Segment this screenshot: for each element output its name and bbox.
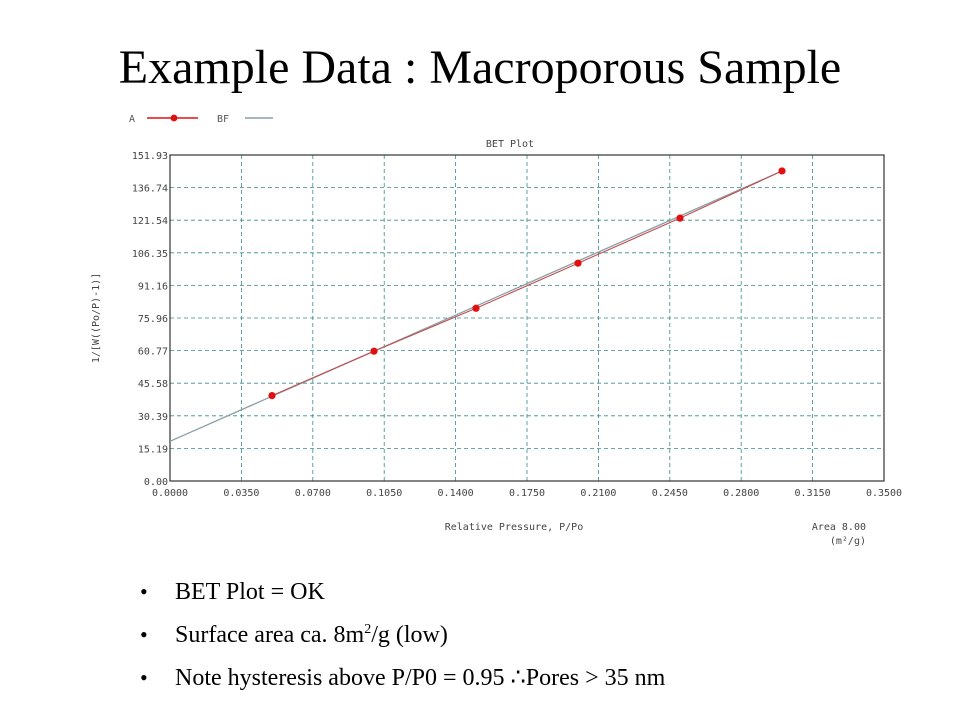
y-tick-label: 75.96 bbox=[138, 314, 168, 325]
data-point bbox=[676, 214, 684, 222]
y-tick-label: 15.19 bbox=[138, 444, 168, 455]
y-axis-label: 1/[W((Po/P)-1)] bbox=[91, 273, 102, 363]
legend-marker-a bbox=[170, 114, 178, 122]
bullet-list: • BET Plot = OK • Surface area ca. 8m2/g (… bbox=[140, 574, 665, 703]
y-tick-label: 106.35 bbox=[132, 249, 168, 260]
chart-series bbox=[169, 167, 786, 442]
x-tick-label: 0.2450 bbox=[652, 488, 688, 499]
series-a-segment bbox=[577, 217, 681, 264]
x-tick-label: 0.0000 bbox=[152, 488, 188, 499]
series-a-segment bbox=[271, 350, 375, 397]
bullet-text: BET Plot = OK bbox=[175, 579, 325, 605]
x-tick-label: 0.1750 bbox=[509, 488, 545, 499]
area-label: Area 8.00 bbox=[812, 522, 866, 533]
bet-plot-chart: A BF BET Plot 0.00 15.19 30.39 45.58 60.77 75… bbox=[91, 114, 902, 547]
bullet-dot: • bbox=[140, 579, 148, 604]
y-tick-label: 45.58 bbox=[138, 379, 168, 390]
x-tick-label: 0.3150 bbox=[795, 488, 831, 499]
y-tick-label: 60.77 bbox=[138, 347, 168, 358]
y-tick-label: 30.39 bbox=[138, 412, 168, 423]
data-point bbox=[370, 347, 378, 355]
data-point bbox=[472, 304, 480, 312]
data-point bbox=[574, 259, 582, 267]
x-tick-label: 0.1400 bbox=[438, 488, 474, 499]
data-point bbox=[778, 167, 786, 175]
x-tick-label: 0.2800 bbox=[723, 488, 759, 499]
bullet-superscript: 2 bbox=[364, 622, 372, 637]
bullet-item: • BET Plot = OK bbox=[140, 574, 665, 617]
bullet-text: /g (low) bbox=[371, 622, 448, 648]
legend-label-bf: BF bbox=[217, 114, 229, 125]
x-tick-label: 0.3500 bbox=[866, 488, 902, 499]
y-axis-ticks: 0.00 15.19 30.39 45.58 60.77 75.96 91.16 106.35… bbox=[132, 151, 168, 488]
bullet-dot: • bbox=[140, 622, 148, 647]
x-axis-label: Relative Pressure, P/Po bbox=[445, 522, 583, 533]
bullet-text: Note hysteresis above P/P0 = 0.95 ∴Pores… bbox=[175, 665, 666, 691]
plot-frame bbox=[169, 154, 885, 482]
bullet-item: • Surface area ca. 8m2/g (low) bbox=[140, 617, 665, 660]
bullet-dot: • bbox=[140, 665, 148, 690]
x-axis-ticks: 0.0000 0.0350 0.0700 0.1050 0.1400 0.1750 0.21… bbox=[152, 488, 902, 499]
bullet-text: Surface area ca. 8m bbox=[175, 622, 365, 648]
legend-label-a: A bbox=[129, 114, 135, 125]
y-tick-label: 136.74 bbox=[132, 184, 168, 195]
chart-grid bbox=[170, 155, 884, 481]
data-point bbox=[268, 392, 276, 400]
series-a-segment bbox=[373, 307, 477, 352]
y-tick-label: 91.16 bbox=[138, 281, 168, 292]
series-a-segment bbox=[475, 262, 579, 309]
chart-title: BET Plot bbox=[486, 139, 534, 150]
x-tick-label: 0.1050 bbox=[366, 488, 402, 499]
slide-title: Example Data : Macroporous Sample bbox=[118, 41, 842, 94]
bullet-item: • Note hysteresis above P/P0 = 0.95 ∴Pore… bbox=[140, 660, 665, 703]
x-tick-label: 0.2100 bbox=[580, 488, 616, 499]
series-a-segment bbox=[679, 170, 783, 219]
y-tick-label: 151.93 bbox=[132, 151, 168, 162]
x-tick-label: 0.0350 bbox=[223, 488, 259, 499]
x-tick-label: 0.0700 bbox=[295, 488, 331, 499]
chart-legend: A BF bbox=[129, 114, 273, 125]
y-tick-label: 0.00 bbox=[144, 477, 168, 488]
y-tick-label: 121.54 bbox=[132, 216, 168, 227]
area-unit: (m²/g) bbox=[830, 536, 866, 547]
